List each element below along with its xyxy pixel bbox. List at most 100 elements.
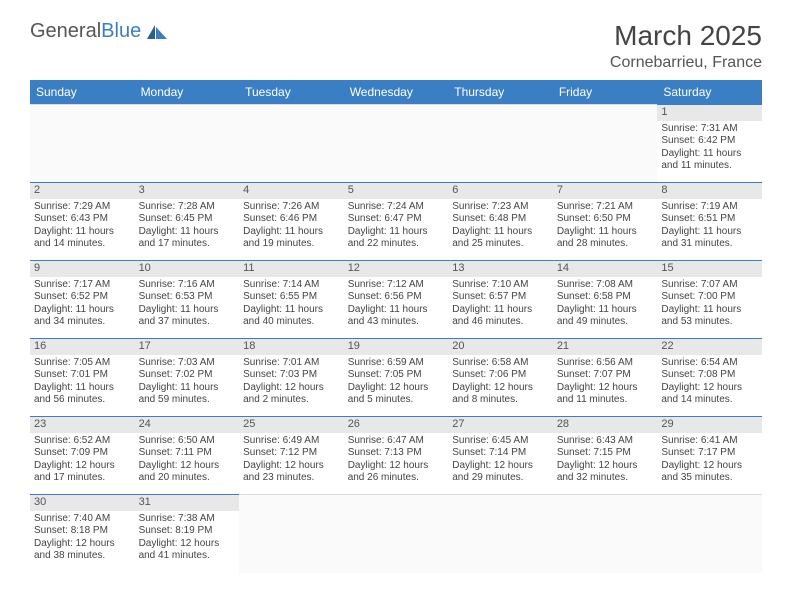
daylight-line-1: Daylight: 12 hours <box>34 460 131 473</box>
sunrise-line: Sunrise: 7:07 AM <box>661 279 758 292</box>
calendar-day-cell: 21Sunrise: 6:56 AMSunset: 7:07 PMDayligh… <box>553 339 658 417</box>
day-number: 6 <box>448 183 553 199</box>
day-number: 21 <box>553 339 658 355</box>
calendar-day-cell: 31Sunrise: 7:38 AMSunset: 8:19 PMDayligh… <box>135 495 240 573</box>
daylight-line-2: and 25 minutes. <box>452 238 549 251</box>
day-number: 30 <box>30 495 135 511</box>
calendar-day-cell: 3Sunrise: 7:28 AMSunset: 6:45 PMDaylight… <box>135 183 240 261</box>
daylight-line-2: and 29 minutes. <box>452 472 549 485</box>
day-number: 19 <box>344 339 449 355</box>
calendar-row: 9Sunrise: 7:17 AMSunset: 6:52 PMDaylight… <box>30 261 762 339</box>
sunrise-line: Sunrise: 6:52 AM <box>34 435 131 448</box>
daylight-line-1: Daylight: 11 hours <box>139 382 236 395</box>
daylight-line-2: and 14 minutes. <box>661 394 758 407</box>
daylight-line-2: and 14 minutes. <box>34 238 131 251</box>
day-number: 22 <box>657 339 762 355</box>
daylight-line-1: Daylight: 12 hours <box>243 460 340 473</box>
day-number: 9 <box>30 261 135 277</box>
calendar-day-cell: 25Sunrise: 6:49 AMSunset: 7:12 PMDayligh… <box>239 417 344 495</box>
day-number: 24 <box>135 417 240 433</box>
sunrise-line: Sunrise: 6:47 AM <box>348 435 445 448</box>
sunset-line: Sunset: 8:18 PM <box>34 525 131 538</box>
calendar-day-cell: 9Sunrise: 7:17 AMSunset: 6:52 PMDaylight… <box>30 261 135 339</box>
sunrise-line: Sunrise: 7:03 AM <box>139 357 236 370</box>
calendar-day-cell: 24Sunrise: 6:50 AMSunset: 7:11 PMDayligh… <box>135 417 240 495</box>
sunrise-line: Sunrise: 7:14 AM <box>243 279 340 292</box>
calendar-empty-cell <box>135 105 240 183</box>
sunrise-line: Sunrise: 7:12 AM <box>348 279 445 292</box>
calendar-day-cell: 30Sunrise: 7:40 AMSunset: 8:18 PMDayligh… <box>30 495 135 573</box>
sunset-line: Sunset: 6:51 PM <box>661 213 758 226</box>
sunset-line: Sunset: 7:11 PM <box>139 447 236 460</box>
sunset-line: Sunset: 6:47 PM <box>348 213 445 226</box>
day-number: 10 <box>135 261 240 277</box>
sunrise-line: Sunrise: 7:10 AM <box>452 279 549 292</box>
weekday-header: Friday <box>553 80 658 105</box>
day-number: 5 <box>344 183 449 199</box>
calendar-day-cell: 11 Sunrise: 7:14 AMSunset: 6:55 PMDayligh… <box>239 261 344 339</box>
sunrise-line: Sunrise: 6:45 AM <box>452 435 549 448</box>
daylight-line-2: and 41 minutes. <box>139 550 236 563</box>
day-number: 17 <box>135 339 240 355</box>
calendar-empty-cell <box>344 105 449 183</box>
sunset-line: Sunset: 6:43 PM <box>34 213 131 226</box>
daylight-line-2: and 19 minutes. <box>243 238 340 251</box>
weekday-header: Tuesday <box>239 80 344 105</box>
calendar-body: 1Sunrise: 7:31 AMSunset: 6:42 PMDaylight… <box>30 105 762 573</box>
sunset-line: Sunset: 8:19 PM <box>139 525 236 538</box>
sunset-line: Sunset: 7:08 PM <box>661 369 758 382</box>
calendar-row: 30Sunrise: 7:40 AMSunset: 8:18 PMDayligh… <box>30 495 762 573</box>
calendar-day-cell: 10Sunrise: 7:16 AMSunset: 6:53 PMDayligh… <box>135 261 240 339</box>
sunset-line: Sunset: 7:09 PM <box>34 447 131 460</box>
calendar-table: SundayMondayTuesdayWednesdayThursdayFrid… <box>30 80 762 573</box>
day-number: 14 <box>553 261 658 277</box>
calendar-empty-cell <box>553 495 658 573</box>
daylight-line-1: Daylight: 12 hours <box>139 538 236 551</box>
day-number: 7 <box>553 183 658 199</box>
daylight-line-1: Daylight: 12 hours <box>34 538 131 551</box>
daylight-line-2: and 40 minutes. <box>243 316 340 329</box>
sunrise-line: Sunrise: 6:50 AM <box>139 435 236 448</box>
day-number: 18 <box>239 339 344 355</box>
sunrise-line: Sunrise: 7:24 AM <box>348 201 445 214</box>
sunrise-line: Sunrise: 7:16 AM <box>139 279 236 292</box>
daylight-line-2: and 34 minutes. <box>34 316 131 329</box>
daylight-line-2: and 23 minutes. <box>243 472 340 485</box>
sunset-line: Sunset: 7:12 PM <box>243 447 340 460</box>
daylight-line-1: Daylight: 11 hours <box>139 304 236 317</box>
calendar-empty-cell <box>239 105 344 183</box>
day-number: 31 <box>135 495 240 511</box>
day-number: 1 <box>657 105 762 121</box>
daylight-line-2: and 38 minutes. <box>34 550 131 563</box>
sunrise-line: Sunrise: 7:01 AM <box>243 357 340 370</box>
calendar-day-cell: 5 Sunrise: 7:24 AMSunset: 6:47 PMDaylight… <box>344 183 449 261</box>
daylight-line-1: Daylight: 11 hours <box>243 304 340 317</box>
daylight-line-1: Daylight: 12 hours <box>661 460 758 473</box>
daylight-line-2: and 11 minutes. <box>557 394 654 407</box>
day-number: 11 <box>239 261 344 277</box>
calendar-day-cell: 17Sunrise: 7:03 AMSunset: 7:02 PMDayligh… <box>135 339 240 417</box>
day-number: 20 <box>448 339 553 355</box>
daylight-line-1: Daylight: 11 hours <box>348 226 445 239</box>
sunset-line: Sunset: 6:52 PM <box>34 291 131 304</box>
sunrise-line: Sunrise: 7:29 AM <box>34 201 131 214</box>
calendar-row: 23Sunrise: 6:52 AMSunset: 7:09 PMDayligh… <box>30 417 762 495</box>
daylight-line-1: Daylight: 11 hours <box>243 226 340 239</box>
logo-text-general: General <box>30 20 101 43</box>
sunset-line: Sunset: 7:05 PM <box>348 369 445 382</box>
sunset-line: Sunset: 6:55 PM <box>243 291 340 304</box>
daylight-line-2: and 32 minutes. <box>557 472 654 485</box>
sunset-line: Sunset: 7:15 PM <box>557 447 654 460</box>
sunset-line: Sunset: 6:56 PM <box>348 291 445 304</box>
calendar-empty-cell <box>448 495 553 573</box>
daylight-line-1: Daylight: 12 hours <box>348 382 445 395</box>
logo-sail-icon <box>145 23 169 41</box>
daylight-line-1: Daylight: 11 hours <box>139 226 236 239</box>
calendar-day-cell: 29Sunrise: 6:41 AMSunset: 7:17 PMDayligh… <box>657 417 762 495</box>
calendar-day-cell: 8Sunrise: 7:19 AMSunset: 6:51 PMDaylight… <box>657 183 762 261</box>
location: Cornebarrieu, France <box>610 54 762 72</box>
daylight-line-2: and 56 minutes. <box>34 394 131 407</box>
day-number: 28 <box>553 417 658 433</box>
daylight-line-1: Daylight: 11 hours <box>557 304 654 317</box>
sunrise-line: Sunrise: 7:28 AM <box>139 201 236 214</box>
